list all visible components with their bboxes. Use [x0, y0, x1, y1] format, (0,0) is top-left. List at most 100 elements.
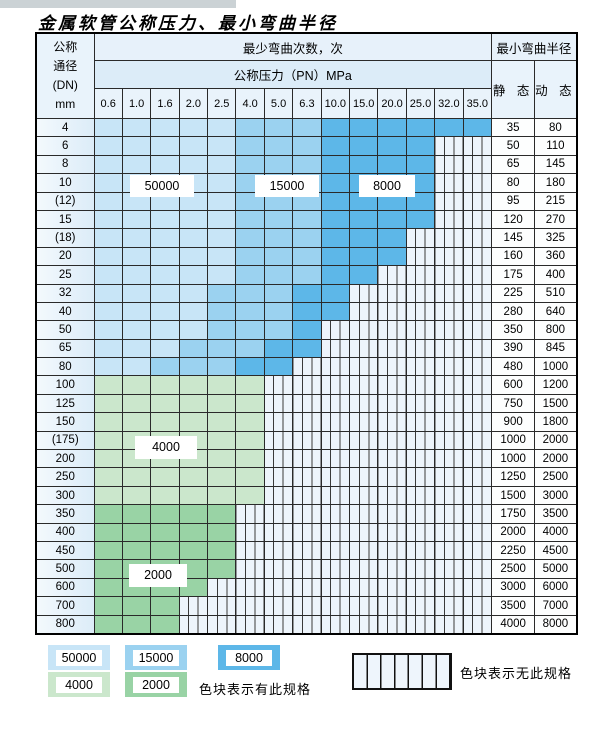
spec-cell	[207, 522, 237, 542]
dn-cell: (175)	[35, 430, 95, 451]
spec-cell	[121, 357, 152, 377]
static-radius-cell: 95	[491, 191, 536, 211]
spec-cell	[207, 393, 237, 414]
spec-cell	[377, 136, 407, 156]
no-spec-cell	[434, 320, 464, 340]
spec-cell	[207, 191, 237, 211]
no-spec-cell	[235, 559, 265, 579]
spec-cell	[349, 246, 379, 267]
spec-cell	[93, 577, 123, 598]
no-spec-cell	[235, 522, 265, 542]
spec-cell	[150, 393, 180, 414]
no-spec-cell	[235, 540, 265, 561]
no-spec-cell	[434, 173, 464, 193]
legend-no-spec-swatch	[352, 653, 452, 690]
no-spec-cell	[405, 393, 436, 414]
dn-cell: 40	[35, 301, 95, 322]
no-spec-cell	[434, 430, 464, 451]
spec-table-wrap: 公称 通径 (DN) mm 最少弯曲次数，次 最小弯曲半径 公称压力（PN）MPa 静…	[35, 32, 578, 635]
table-row: 50 350 800	[35, 320, 578, 340]
no-spec-cell	[320, 559, 351, 579]
no-spec-cell	[263, 412, 294, 432]
no-spec-cell	[178, 596, 209, 616]
no-spec-cell	[462, 357, 493, 377]
spec-cell	[263, 209, 294, 230]
spec-cell	[263, 117, 294, 138]
no-spec-cell	[462, 283, 493, 303]
spec-cell	[207, 173, 237, 193]
spec-cell	[207, 559, 237, 579]
spec-cell	[207, 265, 237, 285]
no-spec-cell	[462, 614, 493, 635]
spec-cell	[320, 301, 351, 322]
dn-cell: 450	[35, 540, 95, 561]
no-spec-cell	[263, 559, 294, 579]
table-row: 100 600 1200	[35, 375, 578, 395]
spec-cell	[178, 375, 209, 395]
no-spec-cell	[462, 320, 493, 340]
pn-tick: 2.5	[207, 88, 237, 119]
spec-cell	[263, 136, 294, 156]
legend-swatch-label: 50000	[56, 649, 102, 666]
spec-cell	[263, 283, 294, 303]
no-spec-cell	[462, 173, 493, 193]
dynamic-radius-cell: 3500	[534, 504, 578, 524]
dn-header-line: 公称	[53, 39, 78, 54]
spec-cell	[320, 191, 351, 211]
spec-cell	[150, 412, 180, 432]
spec-cell	[93, 301, 123, 322]
spec-cell	[150, 117, 180, 138]
spec-cell	[150, 209, 180, 230]
spec-cell	[292, 117, 322, 138]
no-spec-cell	[263, 540, 294, 561]
pn-tick: 0.6	[93, 88, 123, 119]
no-spec-cell	[292, 614, 322, 635]
dn-cell: 32	[35, 283, 95, 303]
dynamic-radius-cell: 180	[534, 173, 578, 193]
spec-cell	[377, 117, 407, 138]
spec-cell	[93, 393, 123, 414]
spec-cell	[207, 320, 237, 340]
spec-cell	[93, 614, 123, 635]
no-spec-cell	[405, 301, 436, 322]
static-radius-cell: 1750	[491, 504, 536, 524]
dn-cell: 4	[35, 117, 95, 138]
spec-cell	[263, 265, 294, 285]
no-spec-cell	[263, 577, 294, 598]
spec-cell	[93, 412, 123, 432]
no-spec-cell	[263, 485, 294, 506]
no-spec-cell	[405, 504, 436, 524]
dn-cell: 350	[35, 504, 95, 524]
zone-label-2000: 2000	[129, 564, 187, 587]
no-spec-cell	[292, 357, 322, 377]
no-spec-cell	[462, 504, 493, 524]
static-radius-cell: 350	[491, 320, 536, 340]
no-spec-cell	[377, 504, 407, 524]
spec-cell	[150, 338, 180, 359]
spec-cell	[235, 228, 265, 248]
legend-swatch-label: 15000	[133, 649, 179, 666]
spec-cell	[320, 117, 351, 138]
no-spec-cell	[434, 338, 464, 359]
no-spec-cell	[462, 375, 493, 395]
no-spec-cell	[292, 504, 322, 524]
dn-cell: 65	[35, 338, 95, 359]
no-spec-cell	[434, 467, 464, 487]
pn-tick: 15.0	[349, 88, 379, 119]
spec-cell	[150, 522, 180, 542]
no-spec-cell	[377, 320, 407, 340]
spec-cell	[207, 449, 237, 469]
spec-cell	[150, 228, 180, 248]
table-row: 150 900 1800	[35, 412, 578, 432]
spec-cell	[178, 540, 209, 561]
spec-cell	[178, 228, 209, 248]
static-radius-cell: 1000	[491, 449, 536, 469]
no-spec-cell	[405, 228, 436, 248]
legend-swatch-label: 8000	[226, 649, 272, 666]
table-row: (175) 1000 2000	[35, 430, 578, 451]
spec-cell	[263, 320, 294, 340]
no-spec-cell	[377, 596, 407, 616]
no-spec-cell	[349, 430, 379, 451]
no-spec-cell	[349, 283, 379, 303]
spec-cell	[178, 485, 209, 506]
